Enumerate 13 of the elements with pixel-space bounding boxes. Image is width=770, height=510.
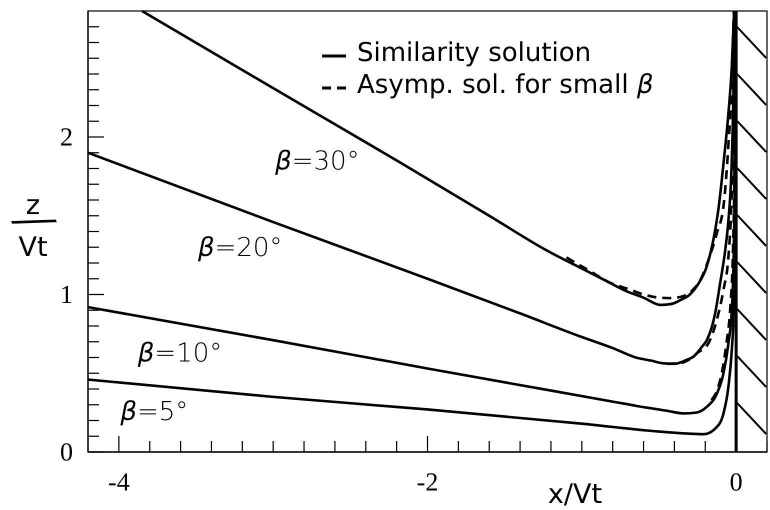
annotation: β=10° xyxy=(136,338,222,369)
x-tick-label: -4 xyxy=(108,467,130,496)
y-tick-label: 0 xyxy=(60,437,73,466)
y-tick-label: 1 xyxy=(60,280,73,309)
annotation: β=20° xyxy=(196,233,282,264)
y-tick-label: 2 xyxy=(60,122,73,152)
legend-label: Similarity solution xyxy=(357,38,592,68)
annotation: β=30° xyxy=(274,146,360,177)
legend-label: Asymp. sol. for small β xyxy=(357,70,654,100)
annotation: β=5° xyxy=(119,397,188,427)
x-tick-label: -2 xyxy=(416,467,438,496)
x-axis-title: x/Vt xyxy=(548,479,602,510)
x-tick-label: 0 xyxy=(730,467,743,496)
